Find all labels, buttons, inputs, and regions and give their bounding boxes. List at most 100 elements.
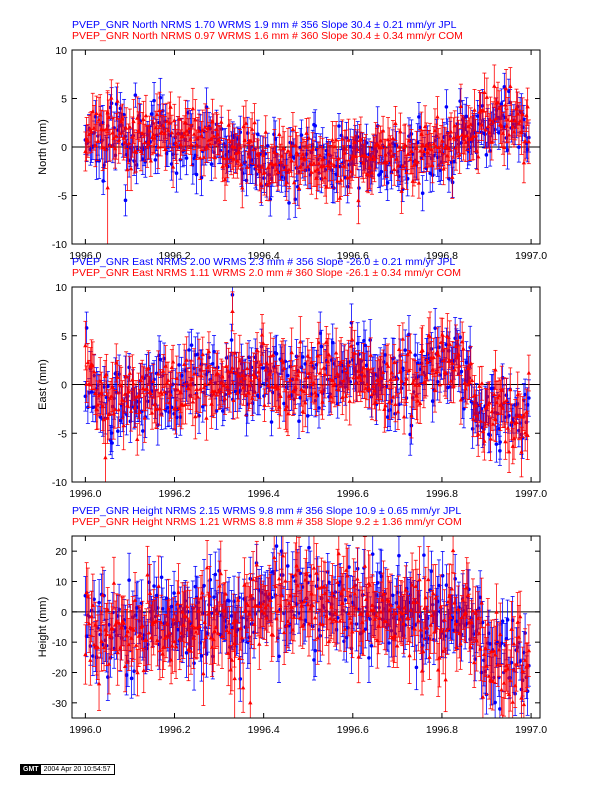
series-jpl xyxy=(83,277,530,465)
data-point xyxy=(347,360,351,364)
y-axis-label: North (mm) xyxy=(37,119,49,175)
data-point xyxy=(472,108,476,112)
data-point xyxy=(306,414,310,418)
data-point xyxy=(110,431,114,435)
data-point xyxy=(110,441,114,445)
series-com xyxy=(83,65,531,285)
data-point xyxy=(187,348,191,352)
data-point xyxy=(152,99,156,103)
data-point xyxy=(277,132,281,136)
data-point xyxy=(191,399,195,403)
data-point xyxy=(297,419,301,423)
data-point xyxy=(485,153,489,157)
data-point xyxy=(250,366,254,370)
data-point xyxy=(144,160,148,164)
y-tick-label: 0 xyxy=(61,142,67,154)
data-point xyxy=(109,96,113,100)
data-point xyxy=(313,124,317,128)
data-point xyxy=(246,131,250,135)
data-point xyxy=(275,352,279,356)
data-point xyxy=(301,355,305,359)
data-point xyxy=(105,185,109,189)
data-point xyxy=(161,369,165,373)
data-point xyxy=(330,137,334,141)
data-point xyxy=(159,96,163,100)
data-point xyxy=(238,130,242,134)
data-point xyxy=(503,102,507,106)
data-point xyxy=(210,162,214,166)
data-point xyxy=(193,414,197,418)
chart-panel: PVEP_GNR North NRMS 1.70 WRMS 1.9 mm # 3… xyxy=(37,19,547,285)
data-point xyxy=(101,179,105,183)
data-point xyxy=(403,348,407,352)
data-point xyxy=(471,427,475,431)
data-point xyxy=(337,124,341,128)
plot-area xyxy=(83,65,531,285)
data-point xyxy=(517,145,521,149)
chart-title-line: PVEP_GNR East NRMS 1.11 WRMS 2.0 mm # 36… xyxy=(72,267,461,279)
data-point xyxy=(262,403,266,407)
data-point xyxy=(243,160,247,164)
data-point xyxy=(450,175,454,179)
data-point xyxy=(137,400,141,404)
data-point xyxy=(357,352,361,356)
data-point xyxy=(128,371,132,375)
data-point xyxy=(357,186,361,190)
data-point xyxy=(287,201,291,205)
data-point xyxy=(522,160,526,164)
data-point xyxy=(527,396,531,400)
data-point xyxy=(356,135,360,139)
data-point xyxy=(132,159,136,163)
data-point xyxy=(185,156,189,160)
data-point xyxy=(204,416,208,420)
data-point xyxy=(260,345,264,349)
data-point xyxy=(121,423,125,427)
data-point xyxy=(191,106,195,110)
data-point xyxy=(195,173,199,177)
data-point xyxy=(477,122,481,126)
data-point xyxy=(485,95,489,99)
data-point xyxy=(460,370,464,374)
data-point xyxy=(368,338,372,342)
data-point xyxy=(413,353,417,357)
data-point xyxy=(115,99,119,103)
data-point xyxy=(375,150,379,154)
data-point xyxy=(386,181,390,185)
data-point xyxy=(134,93,138,97)
data-point xyxy=(421,191,425,195)
data-point xyxy=(483,132,487,136)
data-point xyxy=(94,111,98,115)
data-point xyxy=(129,166,133,170)
data-point xyxy=(159,358,163,362)
data-point xyxy=(476,424,480,428)
data-point xyxy=(177,363,181,367)
data-point xyxy=(492,84,496,88)
data-point xyxy=(417,181,421,185)
data-point xyxy=(481,104,485,108)
data-point xyxy=(146,399,150,403)
data-point xyxy=(380,170,384,174)
y-tick-label: -5 xyxy=(58,191,67,203)
data-point xyxy=(124,199,128,203)
data-point xyxy=(498,449,502,453)
data-point xyxy=(141,429,145,433)
data-point xyxy=(391,136,395,140)
x-tick-label: 1997.0 xyxy=(515,250,547,262)
data-point xyxy=(486,395,490,399)
y-tick-label: -10 xyxy=(52,239,67,251)
data-point xyxy=(467,376,471,380)
data-point xyxy=(320,345,324,349)
data-point xyxy=(127,366,131,370)
y-tick-label: 5 xyxy=(61,94,67,106)
chart-title-line: PVEP_GNR North NRMS 0.97 WRMS 1.6 mm # 3… xyxy=(72,30,463,42)
data-point xyxy=(317,406,321,410)
data-point xyxy=(348,380,352,384)
data-point xyxy=(135,437,139,441)
data-point xyxy=(435,115,439,119)
data-point xyxy=(154,158,158,162)
data-point xyxy=(460,141,464,145)
data-point xyxy=(335,179,339,183)
data-point xyxy=(468,345,472,349)
data-point xyxy=(458,99,462,103)
